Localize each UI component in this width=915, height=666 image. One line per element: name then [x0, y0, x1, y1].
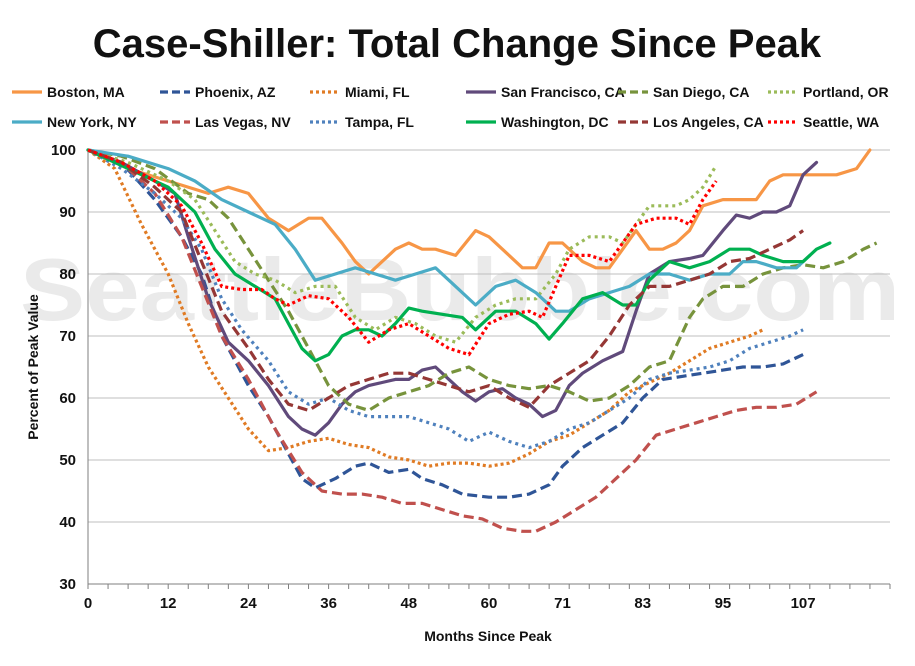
series-line-boston-ma: [86, 148, 872, 276]
legend-label: Washington, DC: [501, 114, 609, 130]
legend-label: Tampa, FL: [345, 114, 414, 130]
legend-label: Boston, MA: [47, 84, 125, 100]
y-tick-label: 90: [59, 204, 76, 221]
y-tick-label: 30: [59, 576, 76, 593]
series-line-new-york-ny: [86, 148, 812, 313]
series-line-miami-fl: [87, 148, 764, 468]
legend-label: San Francisco, CA: [501, 84, 625, 100]
x-tick-label: 36: [320, 595, 337, 612]
x-tick-label: 0: [84, 595, 92, 612]
series-line-phoenix-az: [87, 148, 804, 499]
series-line-tampa-fl: [87, 148, 804, 450]
x-axis-label: Months Since Peak: [424, 628, 552, 644]
x-tick-label: 12: [160, 595, 177, 612]
y-tick-label: 80: [59, 266, 76, 283]
legend-label: San Diego, CA: [653, 84, 749, 100]
legend-label: Miami, FL: [345, 84, 410, 100]
y-axis-label: Percent of Peak Value: [25, 294, 41, 440]
tick-labels: 30 40 50 60 70 80 90 100 0 12 24 36 48 60 71 83 95 107: [51, 142, 816, 612]
series-line-seattle-wa: [87, 148, 718, 357]
series-line-los-angeles-ca: [87, 148, 805, 412]
y-tick-label: 50: [59, 452, 76, 469]
series-line-san-francisco-ca: [86, 148, 819, 437]
axes: [87, 150, 891, 589]
legend-label: New York, NY: [47, 114, 137, 130]
series-line-san-diego-ca: [87, 148, 878, 412]
legend-label: Seattle, WA: [803, 114, 879, 130]
y-tick-label: 100: [51, 142, 76, 159]
y-tick-label: 60: [59, 390, 76, 407]
gridlines: [88, 149, 890, 523]
y-tick-label: 70: [59, 328, 76, 345]
x-tick-label: 71: [554, 595, 571, 612]
legend-label: Portland, OR: [803, 84, 889, 100]
x-tick-label: 83: [634, 595, 651, 612]
y-tick-label: 40: [59, 514, 76, 531]
x-tick-label: 24: [240, 595, 257, 612]
x-tick-label: 95: [715, 595, 732, 612]
x-tick-label: 48: [400, 595, 417, 612]
x-tick-label: 60: [481, 595, 498, 612]
legend-label: Phoenix, AZ: [195, 84, 276, 100]
series-line-las-vegas-nv: [87, 148, 818, 533]
legend-label: Los Angeles, CA: [653, 114, 764, 130]
x-tick-label: 107: [791, 595, 816, 612]
series-lines: [86, 148, 878, 533]
legend: Boston, MA Phoenix, AZ Miami, FL San Franci…: [12, 84, 889, 130]
legend-label: Las Vegas, NV: [195, 114, 291, 130]
chart-title: Case-Shiller: Total Change Since Peak: [93, 22, 822, 66]
